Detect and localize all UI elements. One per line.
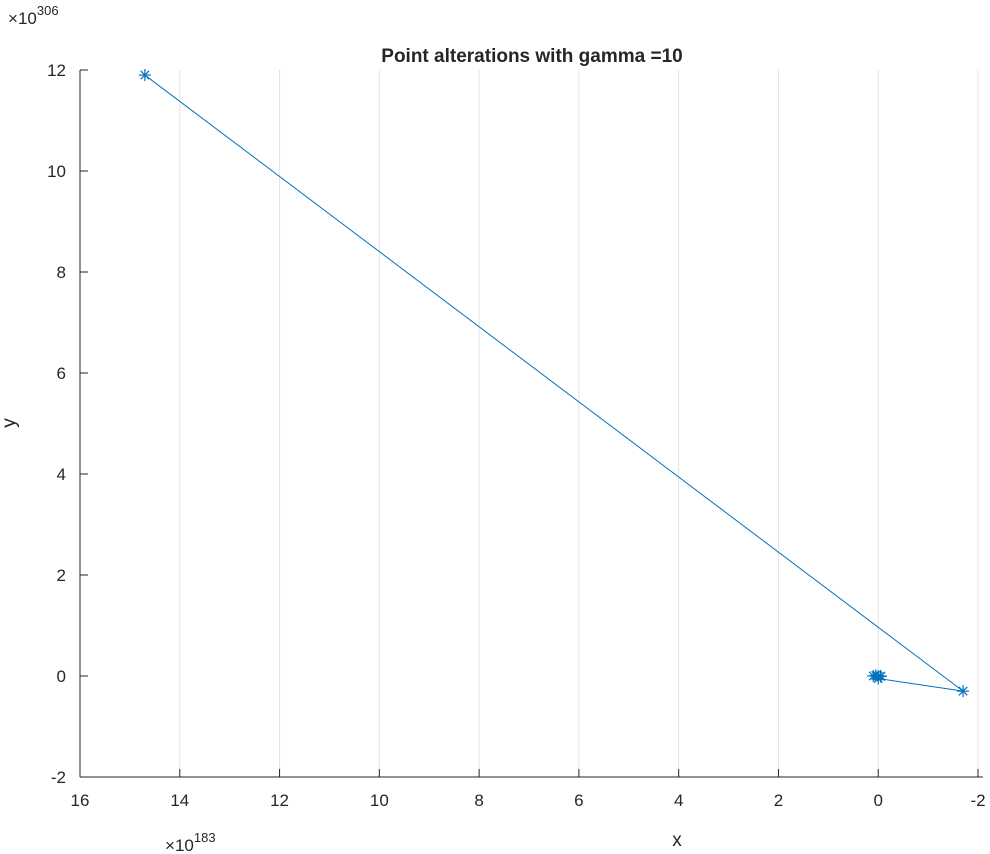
x-tick-label: 12 xyxy=(270,791,289,810)
x-tick-label: 14 xyxy=(170,791,189,810)
x-tick-label: 0 xyxy=(873,791,882,810)
x-tick-label: 16 xyxy=(71,791,90,810)
data-point-marker xyxy=(138,69,151,82)
y-ticks: -2 0 2 4 6 8 10 12 xyxy=(47,61,88,787)
y-tick-label: 4 xyxy=(57,465,66,484)
x-tick-label: -2 xyxy=(970,791,985,810)
x-grid xyxy=(79,70,979,777)
y-tick-label: 12 xyxy=(47,61,66,80)
y-tick-label: 10 xyxy=(47,162,66,181)
y-tick-label: -2 xyxy=(51,768,66,787)
chart-title: Point alterations with gamma =10 xyxy=(381,46,682,67)
x-tick-label: 6 xyxy=(574,791,583,810)
x-tick-label: 8 xyxy=(474,791,483,810)
y-axis-label: y xyxy=(0,418,20,428)
axes xyxy=(79,70,983,778)
plot-area xyxy=(138,69,970,698)
x-ticks: 16 14 12 10 8 6 4 2 0 -2 xyxy=(71,769,986,810)
x-axis-label: x xyxy=(672,830,682,851)
x-tick-label: 10 xyxy=(370,791,389,810)
data-point-marker xyxy=(872,672,885,685)
y-tick-label: 2 xyxy=(57,566,66,585)
data-point-marker xyxy=(957,685,970,698)
y-tick-label: 6 xyxy=(57,364,66,383)
y-tick-label: 8 xyxy=(57,263,66,282)
x-tick-label: 4 xyxy=(674,791,683,810)
x-tick-label: 2 xyxy=(774,791,783,810)
y-tick-label: 0 xyxy=(57,667,66,686)
